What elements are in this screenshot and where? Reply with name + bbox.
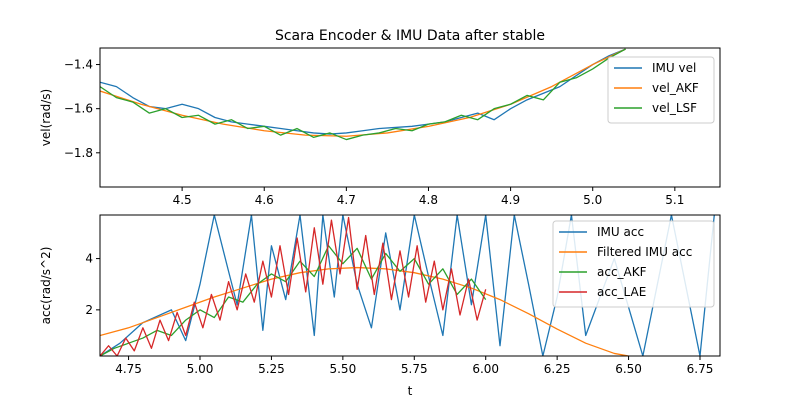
x-tick-label: 5.00 [187,362,214,376]
plot-frame [99,214,721,357]
x-tick-label: 4.9 [501,193,520,207]
legend-box [552,220,715,308]
y-axis-label: vel(rad/s) [39,89,53,146]
series-line-filtered-imu-acc [100,266,629,356]
velocity-plot: 4.5 4.6 4.7 4.8 4.9 5.0 5.1 −1.8 −1.6 −1.4 vel(rad… [39,47,721,207]
y-axis-label: acc(rad/s^2) [39,247,53,325]
series-line-imu-vel [100,48,626,135]
x-tick-label: 4.7 [337,193,356,207]
legend: IMU acc Filtered IMU acc acc_AKF acc_LAE [552,220,715,308]
legend: IMU vel vel_AKF vel_LSF [607,56,715,124]
legend-label-acc-lae: acc_LAE [597,285,646,299]
plot-frame [99,47,721,188]
y-tick-label: 4 [85,252,93,266]
x-tick-label: 4.5 [173,193,192,207]
y-tick-label: −1.4 [64,58,93,72]
x-tick-label: 5.1 [665,193,684,207]
series-lines [100,48,626,141]
legend-label-filtered-imu-acc: Filtered IMU acc [597,245,692,259]
x-tick-label: 4.75 [115,362,142,376]
x-axis-label: t [408,384,413,398]
x-tick-label: 5.25 [258,362,285,376]
legend-label-vel-lsf: vel_LSF [652,101,697,115]
x-tick-label: 6.25 [544,362,571,376]
series-line-vel-lsf [100,48,626,141]
series-line-acc-lae [100,216,487,356]
y-tick-label: −1.6 [64,102,93,116]
x-tick-label: 5.0 [583,193,602,207]
x-tick-label: 4.8 [419,193,438,207]
figure-title: Scara Encoder & IMU Data after stable [275,28,545,44]
legend-label-imu-acc: IMU acc [597,225,644,239]
x-tick-label: 6.00 [472,362,499,376]
legend-box [607,56,715,124]
x-tick-label: 5.75 [401,362,428,376]
x-tick-label: 6.75 [687,362,714,376]
y-tick-label: −1.8 [64,146,93,160]
legend-label-imu-vel: IMU vel [652,61,696,75]
y-tick-label: 2 [85,303,93,317]
x-tick-label: 5.50 [329,362,356,376]
legend-label-vel-akf: vel_AKF [652,81,699,95]
acceleration-plot: 4.75 5.00 5.25 5.50 5.75 6.00 6.25 6.50 6.75 2 4 ac… [39,214,721,398]
x-tick-label: 4.6 [255,193,274,207]
x-tick-label: 6.50 [615,362,642,376]
legend-label-acc-akf: acc_AKF [597,265,647,279]
